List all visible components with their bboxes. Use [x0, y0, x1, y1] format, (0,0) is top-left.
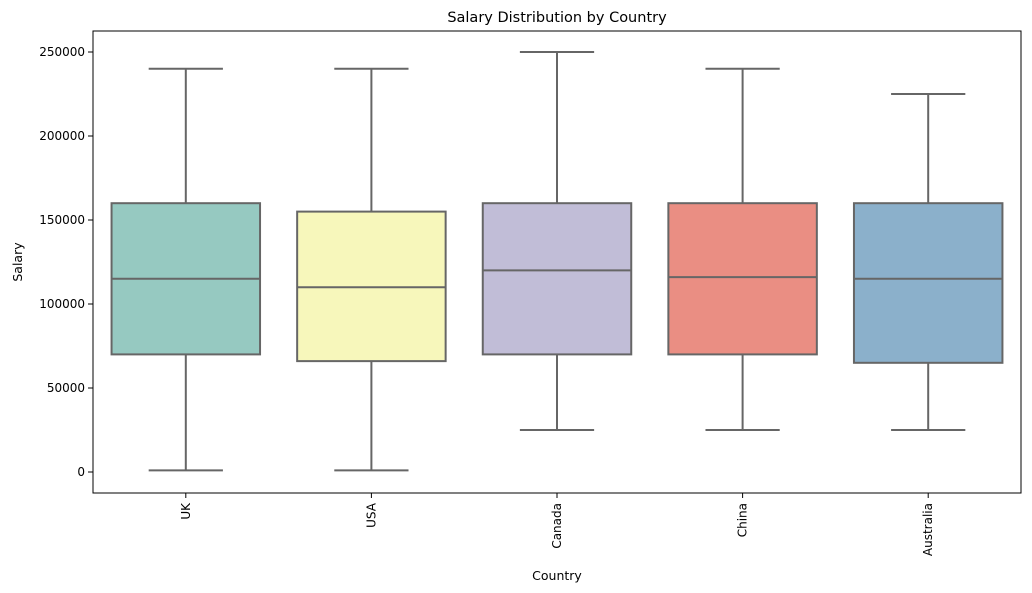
y-tick-label: 200000 — [39, 129, 85, 143]
y-tick-label: 150000 — [39, 213, 85, 227]
box-usa — [296, 67, 447, 472]
x-tick-label: China — [736, 503, 750, 537]
y-tick-label: 50000 — [47, 381, 85, 395]
y-tick-label: 250000 — [39, 45, 85, 59]
x-tick-label: Canada — [550, 503, 564, 549]
box-china — [667, 67, 818, 431]
x-tick-label: USA — [364, 502, 378, 528]
box-uk — [110, 67, 262, 472]
chart-title: Salary Distribution by Country — [447, 10, 667, 26]
box-australia — [852, 93, 1004, 431]
x-tick-label: Australia — [921, 503, 935, 556]
x-tick-label: UK — [179, 502, 193, 520]
y-tick-label: 0 — [77, 465, 85, 479]
iqr-box — [667, 202, 818, 356]
y-axis-label: Salary — [10, 242, 25, 282]
x-axis-label: Country — [532, 568, 582, 583]
iqr-box — [481, 202, 633, 356]
box-canada — [481, 51, 633, 431]
y-tick-label: 100000 — [39, 297, 85, 311]
iqr-box — [852, 202, 1004, 364]
plot-area — [110, 51, 1004, 472]
